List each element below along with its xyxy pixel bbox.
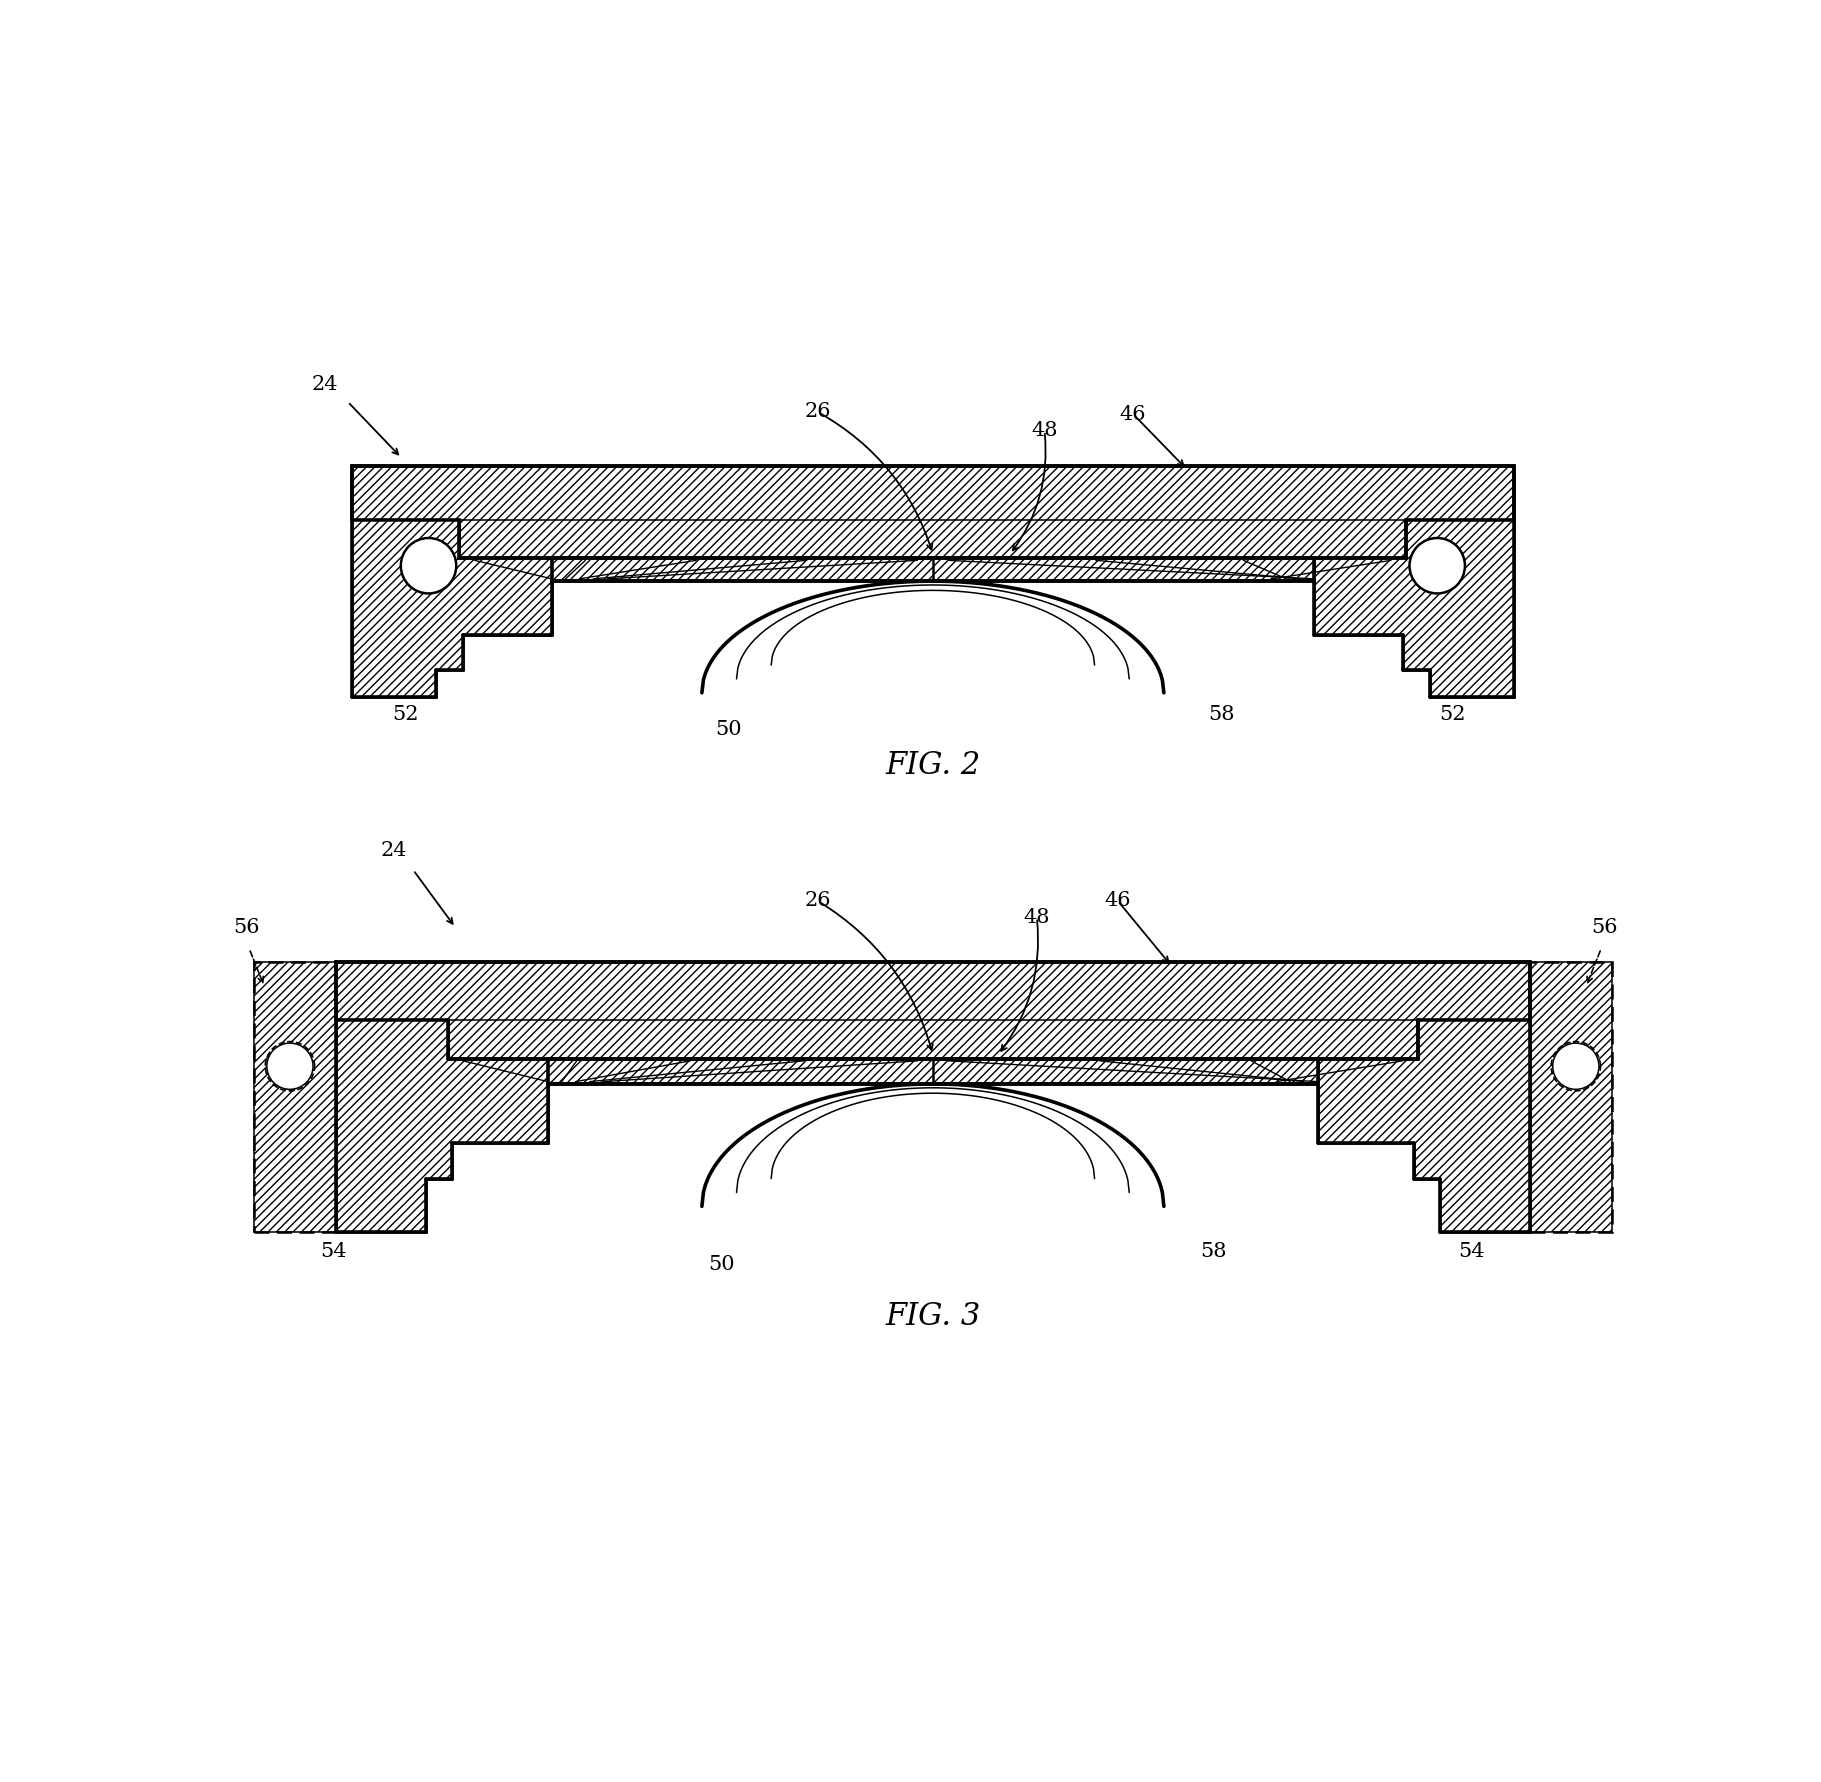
Text: 24: 24 xyxy=(311,376,339,394)
Text: FIG. 2: FIG. 2 xyxy=(885,750,980,782)
Text: 54: 54 xyxy=(320,1242,348,1260)
Text: 48: 48 xyxy=(1031,422,1058,440)
Polygon shape xyxy=(1530,962,1612,1231)
Text: 46: 46 xyxy=(1104,891,1131,911)
Circle shape xyxy=(1553,1042,1599,1089)
Polygon shape xyxy=(351,465,1515,558)
Text: FIG. 3: FIG. 3 xyxy=(885,1301,980,1331)
Polygon shape xyxy=(337,1019,548,1231)
Bar xyxy=(253,962,337,1231)
Bar xyxy=(1530,962,1612,1231)
Text: 46: 46 xyxy=(1120,405,1147,424)
Circle shape xyxy=(268,1042,313,1089)
Text: 52: 52 xyxy=(392,706,419,723)
Text: 54: 54 xyxy=(1459,1242,1486,1260)
Polygon shape xyxy=(253,962,337,1231)
Polygon shape xyxy=(351,520,552,697)
Text: 26: 26 xyxy=(805,403,830,421)
Text: 50: 50 xyxy=(716,720,743,740)
Text: 56: 56 xyxy=(1592,918,1617,937)
Circle shape xyxy=(401,538,457,593)
Polygon shape xyxy=(548,1059,1318,1083)
Polygon shape xyxy=(1318,1019,1530,1231)
Text: 58: 58 xyxy=(1209,706,1235,723)
Text: 58: 58 xyxy=(1200,1242,1227,1260)
Text: 50: 50 xyxy=(708,1255,734,1274)
Text: 26: 26 xyxy=(805,891,830,911)
Circle shape xyxy=(1409,538,1464,593)
Text: 48: 48 xyxy=(1023,909,1051,927)
Text: 52: 52 xyxy=(1439,706,1466,723)
Text: 24: 24 xyxy=(381,841,408,861)
Polygon shape xyxy=(337,962,1530,1059)
Text: 56: 56 xyxy=(233,918,259,937)
Polygon shape xyxy=(552,558,1315,581)
Polygon shape xyxy=(1315,520,1515,697)
